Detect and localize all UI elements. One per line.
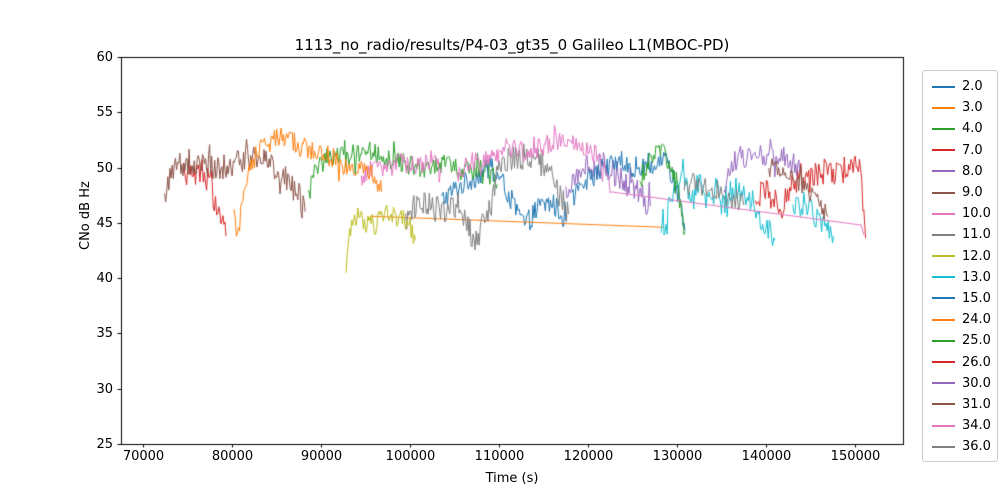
legend-label: 25.0 [962, 333, 991, 349]
x-tick-label: 90000 [300, 449, 343, 464]
legend-line-swatch [932, 361, 955, 364]
legend-entry: 30.0 [923, 373, 997, 394]
x-tick-label: 150000 [830, 449, 881, 464]
legend-line-swatch [932, 149, 955, 152]
y-tick-label: 35 [96, 325, 113, 341]
legend-line-swatch [932, 339, 955, 342]
legend-label: 9.0 [962, 185, 983, 201]
legend-line-swatch [932, 445, 955, 448]
legend-entry: 2.0 [923, 76, 997, 97]
x-tick-label: 140000 [741, 449, 792, 464]
y-tick-label: 55 [96, 104, 113, 120]
legend-line-swatch [932, 297, 955, 300]
legend-line-swatch [932, 403, 955, 406]
x-tick-label: 70000 [122, 449, 165, 464]
legend-line-swatch [932, 106, 955, 109]
legend-label: 30.0 [962, 375, 991, 391]
legend-entry: 7.0 [923, 140, 997, 161]
legend-entry: 4.0 [923, 118, 997, 139]
legend-label: 12.0 [962, 248, 991, 264]
legend-entry: 36.0 [923, 436, 997, 457]
legend-line-swatch [932, 127, 955, 130]
legend-entry: 24.0 [923, 309, 997, 330]
legend-line-swatch [932, 255, 955, 258]
legend-label: 3.0 [962, 100, 983, 116]
legend-entry: 9.0 [923, 182, 997, 203]
legend-line-swatch [932, 85, 955, 88]
legend-label: 36.0 [962, 439, 991, 455]
y-tick-label: 30 [96, 381, 113, 397]
legend-label: 26.0 [962, 354, 991, 370]
legend-label: 8.0 [962, 163, 983, 179]
legend-entry: 3.0 [923, 97, 997, 118]
legend-line-swatch [932, 424, 955, 427]
legend-label: 24.0 [962, 312, 991, 328]
legend-entry: 25.0 [923, 330, 997, 351]
legend-label: 31.0 [962, 396, 991, 412]
legend-label: 11.0 [962, 227, 991, 243]
legend-entry: 34.0 [923, 415, 997, 436]
legend-entry: 26.0 [923, 351, 997, 372]
legend-entry: 15.0 [923, 288, 997, 309]
y-tick-label: 60 [96, 49, 113, 65]
legend-line-swatch [932, 233, 955, 236]
legend-entry: 8.0 [923, 161, 997, 182]
legend-entry: 10.0 [923, 203, 997, 224]
legend-line-swatch [932, 212, 955, 215]
legend-entry: 31.0 [923, 394, 997, 415]
legend-label: 4.0 [962, 121, 983, 137]
legend-line-swatch [932, 276, 955, 279]
legend-line-swatch [932, 191, 955, 194]
x-tick-label: 100000 [385, 449, 436, 464]
legend-entry: 12.0 [923, 246, 997, 267]
legend-label: 7.0 [962, 142, 983, 158]
legend-entry: 11.0 [923, 224, 997, 245]
legend-label: 34.0 [962, 418, 991, 434]
legend-label: 10.0 [962, 206, 991, 222]
legend-line-swatch [932, 318, 955, 321]
x-tick-label: 130000 [652, 449, 703, 464]
legend-entry: 13.0 [923, 267, 997, 288]
x-axis-label: Time (s) [485, 471, 539, 486]
x-tick-label: 80000 [211, 449, 254, 464]
y-tick-label: 50 [96, 160, 113, 176]
y-tick-label: 40 [96, 270, 113, 286]
legend-label: 2.0 [962, 79, 983, 95]
legend-line-swatch [932, 170, 955, 173]
x-tick-label: 120000 [563, 449, 614, 464]
legend-label: 15.0 [962, 290, 991, 306]
legend-line-swatch [932, 382, 955, 385]
legend-label: 13.0 [962, 269, 991, 285]
y-tick-label: 45 [96, 215, 113, 231]
legend: 2.0 3.0 4.0 7.0 8.0 9.0 10.0 11.0 12.0 13.0 15.0 24… [922, 70, 998, 463]
y-tick-label: 25 [96, 436, 113, 452]
x-tick-label: 110000 [474, 449, 525, 464]
